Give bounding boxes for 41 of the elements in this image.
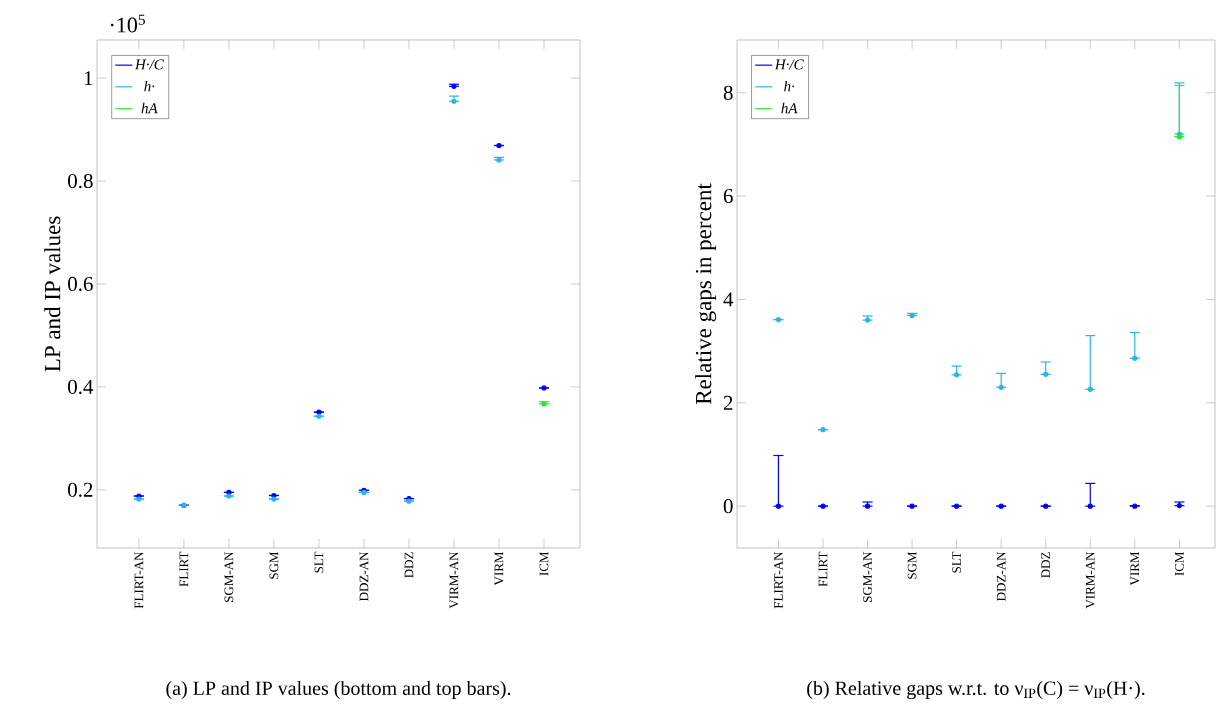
x-tick-label: FLIRT: [179, 551, 189, 587]
y-tick-label: 0.6: [68, 276, 93, 292]
x-tick-label: VIRM: [1130, 551, 1140, 586]
y-tick-label: 0.2: [68, 482, 93, 497]
x-tick-label: DDZ-AN: [359, 551, 369, 601]
x-tick-label: FLIRT-AN: [774, 551, 783, 609]
x-tick-label: SGM-AN: [224, 551, 234, 602]
y-tick-label: 2: [723, 395, 733, 410]
y-axis-title: Relative gaps in percent: [695, 183, 717, 405]
legend-label: hA: [781, 102, 798, 114]
x-tick-label: SLT: [314, 551, 324, 573]
x-tick-label: VIRM: [494, 551, 504, 586]
y-tick-label: 0.8: [68, 173, 93, 189]
x-tick-label: SGM: [907, 551, 917, 579]
x-tick-label: SLT: [952, 551, 961, 573]
x-tick-label: SGM-AN: [863, 551, 872, 602]
y-tick-label: 4: [723, 292, 734, 307]
legend-label: H·/C: [134, 59, 164, 70]
text: (a) LP and IP values (bottom and top bars).: [166, 680, 511, 700]
x-tick-label: DDZ: [1041, 552, 1050, 578]
text: (b) Relative gaps w.r.t. to ν$_{IP}$(C) = ν$_{IP}$(H·).: [807, 680, 1145, 700]
legend-label: h·: [784, 80, 795, 92]
text: ·10$^{5}$: [110, 14, 145, 33]
y-axis-title: LP and IP values: [44, 216, 61, 372]
x-tick-label: FLIRT-AN: [134, 551, 144, 609]
x-tick-label: DDZ: [404, 552, 414, 578]
y-tick-label: 6: [723, 189, 733, 204]
x-tick-label: SGM: [269, 551, 279, 579]
y-tick-label: 0.4: [68, 379, 94, 395]
y-tick-label: 1: [84, 71, 93, 86]
x-tick-label: FLIRT: [818, 551, 828, 587]
x-tick-label: DDZ-AN: [996, 551, 1006, 601]
x-tick-label: VIRM-AN: [449, 551, 459, 609]
x-tick-label: VIRM-AN: [1085, 551, 1095, 609]
legend-label: H·/C: [774, 59, 804, 70]
legend-label: h·: [144, 80, 155, 92]
x-tick-label: ICM: [539, 551, 549, 576]
x-tick-label: ICM: [1174, 551, 1184, 576]
y-tick-label: 0: [723, 499, 733, 514]
y-tick-label: 8: [723, 85, 733, 100]
legend-label: hA: [141, 102, 158, 114]
